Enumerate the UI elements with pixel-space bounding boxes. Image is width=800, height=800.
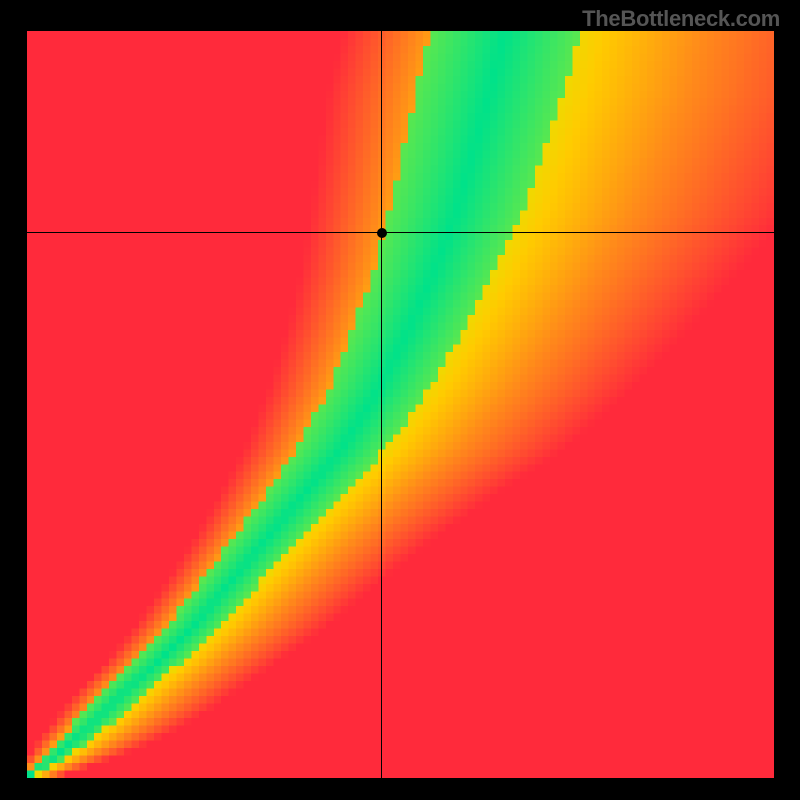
crosshair-marker xyxy=(377,228,387,238)
heatmap-canvas xyxy=(27,31,774,778)
crosshair-horizontal xyxy=(27,232,774,233)
watermark-text: TheBottleneck.com xyxy=(582,6,780,32)
crosshair-vertical xyxy=(381,31,382,778)
chart-container: { "watermark": { "text": "TheBottleneck.… xyxy=(0,0,800,800)
